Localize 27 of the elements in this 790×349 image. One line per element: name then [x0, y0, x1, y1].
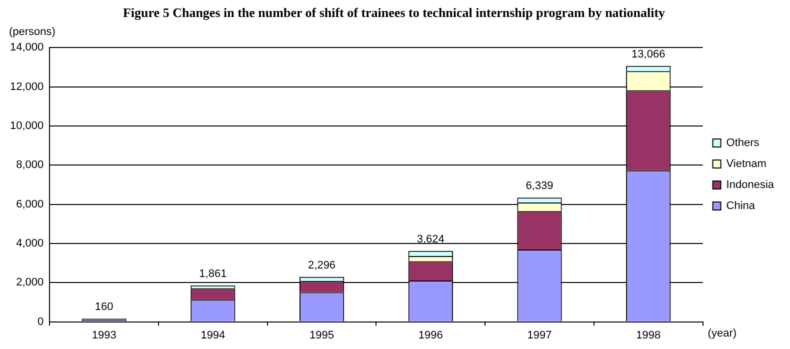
x-tick-label: 1998 [636, 329, 661, 342]
y-tick-label: 14,000 [10, 42, 44, 54]
y-tick-label: 2,000 [16, 276, 44, 289]
x-tick-label: 1996 [418, 329, 443, 342]
x-tick-label: 1993 [92, 329, 116, 342]
total-label: 160 [94, 301, 114, 314]
y-tick-label: 8,000 [16, 159, 44, 172]
y-tick-label: 4,000 [16, 237, 44, 250]
legend-label: Indonesia [726, 179, 775, 192]
x-tick-label: 1997 [527, 329, 552, 342]
legend-label: China [726, 200, 756, 212]
x-tick-label: 1994 [200, 329, 226, 342]
legend-label: Others [726, 137, 760, 150]
total-label: 1,861 [199, 268, 227, 280]
total-label: 2,296 [308, 259, 336, 272]
total-label: 3,624 [416, 233, 444, 246]
chart-title: Figure 5 Changes in the number of shift of trainees to technical internship program by nationality [122, 5, 666, 20]
legend-label: Vietnam [726, 158, 766, 170]
y-tick-label: 10,000 [10, 120, 44, 132]
total-label: 13,066 [632, 48, 666, 60]
y-tick-label: 12,000 [10, 80, 44, 93]
y-axis-title: (persons) [9, 26, 56, 38]
total-label: 6,339 [526, 180, 554, 192]
y-tick-label: 0 [38, 316, 44, 328]
x-tick-label: 1995 [310, 329, 334, 342]
x-axis-title: (year) [708, 327, 737, 340]
y-tick-label: 6,000 [16, 198, 44, 210]
